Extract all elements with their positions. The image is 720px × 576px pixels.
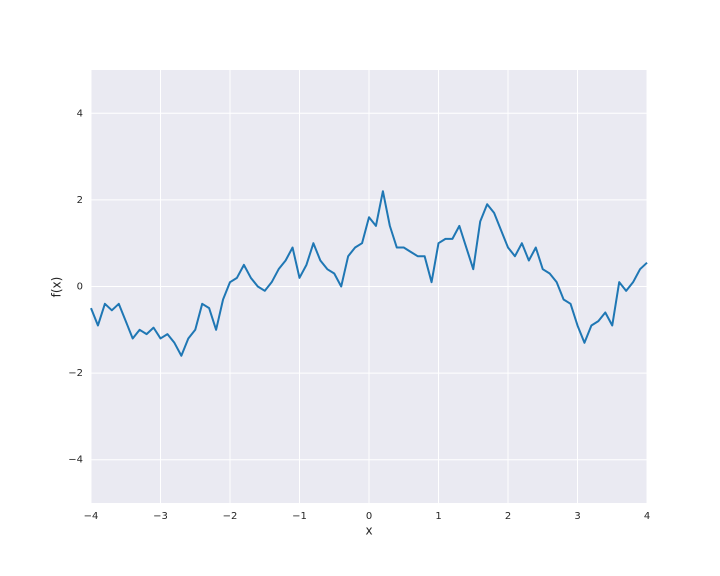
x-axis-label: x — [365, 524, 372, 538]
y-tick-label: −4 — [68, 455, 83, 466]
x-tick-label: −2 — [223, 511, 238, 522]
x-tick-label: 4 — [644, 511, 650, 522]
y-tick-label: −2 — [68, 368, 83, 379]
x-tick-label: −4 — [84, 511, 99, 522]
line — [90, 190, 648, 357]
y-tick-label: 4 — [77, 108, 83, 119]
x-tick-label: 2 — [505, 511, 511, 522]
y-tick-label: 2 — [77, 195, 83, 206]
x-tick-label: 0 — [366, 511, 372, 522]
x-tick-label: −1 — [292, 511, 307, 522]
x-tick-label: −3 — [153, 511, 168, 522]
y-axis-label: f(x) — [50, 277, 64, 298]
x-tick-label: 1 — [435, 511, 441, 522]
x-tick-label: 3 — [574, 511, 580, 522]
y-tick-label: 0 — [77, 282, 83, 293]
